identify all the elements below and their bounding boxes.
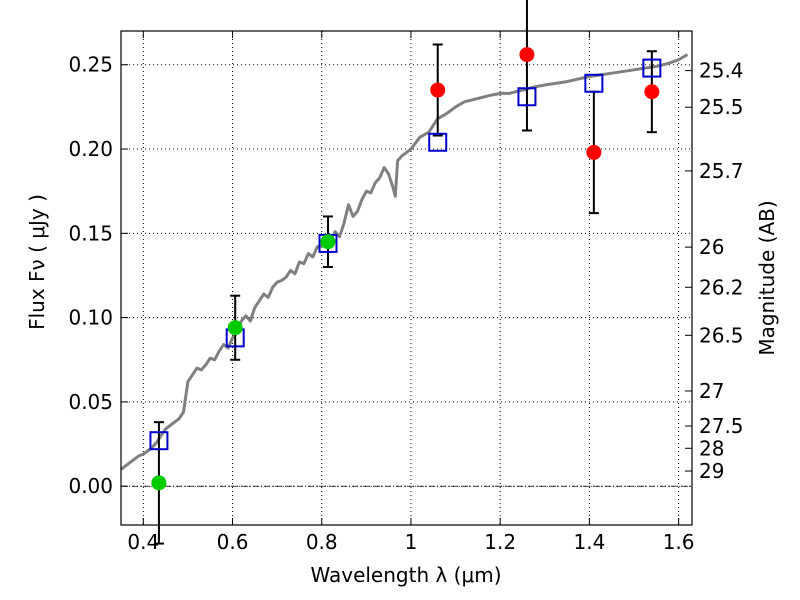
- observed-red-point: [519, 47, 535, 63]
- observed-green-point: [227, 320, 243, 336]
- right-tick-label: 28: [699, 436, 724, 460]
- plot-frame: [120, 30, 693, 526]
- right-tick-label: 29: [699, 459, 724, 483]
- y-tick-label: 0.00: [68, 474, 113, 498]
- x-axis-label: Wavelength λ (μm): [310, 563, 501, 587]
- grid: [121, 31, 692, 525]
- observed-green-point: [151, 475, 167, 491]
- x-tick-label: 0.6: [217, 530, 249, 554]
- y-tick-label: 0.10: [68, 306, 113, 330]
- right-tick-label: 27: [699, 379, 724, 403]
- observed-green-point: [320, 234, 336, 250]
- y-tick-label: 0.05: [68, 390, 113, 414]
- model-photometry-point: [584, 73, 604, 93]
- y-tick-label: 0.20: [68, 137, 113, 161]
- y-tick-label: 0.25: [68, 53, 113, 77]
- model-spectrum-line: [120, 53, 689, 471]
- x-tick-label: 1.4: [573, 530, 605, 554]
- right-tick-label: 26: [699, 235, 724, 259]
- right-tick-label: 26.2: [699, 275, 744, 299]
- x-tick-label: 0.8: [306, 530, 338, 554]
- axes: 0.4 0.6 0.8 1 1.2 1.4 1.6 0.00 0.05 0.10 0.15 0.20 0…: [68, 31, 744, 554]
- model-photometry-point: [149, 431, 169, 451]
- y-tick-label: 0.15: [68, 221, 113, 245]
- y-axis-right-label: Magnitude (AB): [755, 200, 779, 355]
- right-tick-label: 25.7: [699, 159, 744, 183]
- y-axis-label: Flux Fν ( μJy ): [25, 194, 49, 330]
- model-photometry-point: [517, 87, 537, 107]
- x-tick-label: 1: [405, 530, 418, 554]
- observed-red-point: [430, 82, 446, 98]
- x-tick-label: 0.4: [127, 530, 159, 554]
- x-tick-label: 1.6: [663, 530, 695, 554]
- x-tick-label: 1.2: [484, 530, 516, 554]
- right-tick-label: 25.5: [699, 95, 744, 119]
- observed-red-point: [644, 84, 660, 100]
- model-photometry-point: [428, 132, 448, 152]
- model-photometry-point: [642, 58, 662, 78]
- right-tick-label: 27.5: [699, 414, 744, 438]
- observed-red-point: [586, 144, 602, 160]
- right-tick-label: 25.4: [699, 59, 744, 83]
- plot-area: [120, 0, 689, 545]
- right-tick-label: 26.5: [699, 323, 744, 347]
